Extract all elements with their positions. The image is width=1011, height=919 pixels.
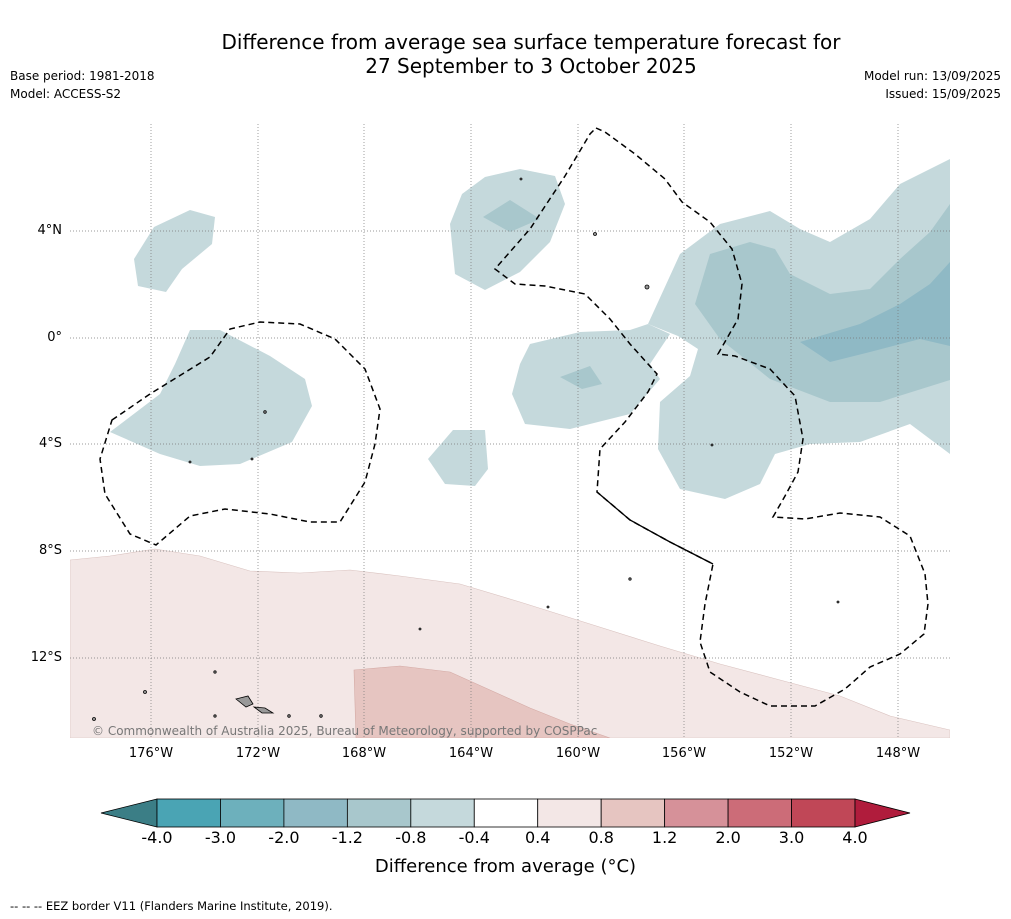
title-line-1: Difference from average sea surface temp… [221,30,841,54]
map-title: Difference from average sea surface temp… [0,30,1011,78]
graticule [70,124,950,738]
cool-anomaly-blob [800,262,950,362]
lat-label: 0° [47,330,62,345]
meta-right: Model run: 13/09/2025 Issued: 15/09/2025 [864,67,1001,103]
colorbar [100,798,911,828]
colorbar-segment [727,798,792,828]
lat-label: 4°N [37,223,63,238]
eez-border-tokelau [99,321,381,546]
colorbar-tick-label: 0.8 [588,828,614,847]
lon-label: 168°W [341,746,387,761]
colorbar-segment [791,798,856,828]
colorbar-tick-label: -4.0 [141,828,173,847]
colorbar-segment [346,798,412,828]
warm-anomaly-medium [353,665,611,738]
cool-anomaly-blob [134,210,215,292]
colorbar-tick-label: -1.2 [331,828,363,847]
model-run: Model run: 13/09/2025 [863,69,1001,83]
copyright-notice: © Commonwealth of Australia 2025, Bureau… [92,724,598,738]
colorbar-segment [283,798,348,828]
cool-anomaly-blob [428,430,488,486]
eez-border-kiribati [493,127,929,707]
colorbar-segment [156,798,221,828]
lon-label: 148°W [875,746,921,761]
colorbar-tick-label: 0.4 [524,828,551,847]
title-line-2: 27 September to 3 October 2025 [365,54,697,78]
colorbar-segment [410,798,475,828]
colorbar-title: Difference from average (°C) [374,856,637,877]
cool-anomaly-blob [110,330,312,466]
lon-label: 156°W [661,746,707,761]
colorbar-under-arrow [100,798,158,828]
eez-borders [99,127,929,707]
lat-label: 12°S [30,650,62,665]
colorbar-tick-label: 1.2 [651,828,678,847]
lon-label: 152°W [768,746,814,761]
colorbar-tick-label: -0.4 [458,828,490,847]
samoa-island [235,695,254,708]
meta-left: Base period: 1981-2018 Model: ACCESS-S2 [10,67,155,103]
colorbar-tick-label: -3.0 [204,828,237,847]
base-period: Base period: 1981-2018 [10,69,155,83]
lon-label: 172°W [235,746,281,761]
warm-anomaly-light [70,548,950,738]
colorbar-segment [220,798,285,828]
eez-footnote: -- -- -- EEZ border V11 (Flanders Marine… [10,899,333,913]
samoa-island [252,706,275,714]
colorbar-tick-label: -0.8 [395,828,427,847]
cool-anomaly-blob [695,204,950,402]
colorbar-segment [664,798,729,828]
issued-date: Issued: 15/09/2025 [885,87,1001,101]
lat-label: 8°S [38,543,62,558]
cool-anomaly-blob [560,366,602,389]
lon-label: 160°W [555,746,601,761]
cool-anomaly-blob [483,200,540,232]
lon-label: 164°W [448,746,494,761]
colorbar-segment [537,798,602,828]
colorbar-tick-label: 4.0 [842,828,868,847]
colorbar-tick-label: 3.0 [778,828,805,847]
sst-anomaly-map [70,124,950,738]
eez-border-solid-segment [596,491,714,565]
lat-label: 4°S [38,436,62,451]
islands [92,177,840,721]
colorbar-tick-label: 2.0 [715,828,741,847]
colorbar-segment [473,798,539,828]
colorbar-segment [600,798,666,828]
model-name: Model: ACCESS-S2 [10,87,122,101]
colorbar-tick-label: -2.0 [268,828,300,847]
lon-label: 176°W [128,746,174,761]
colorbar-over-arrow [854,798,911,828]
